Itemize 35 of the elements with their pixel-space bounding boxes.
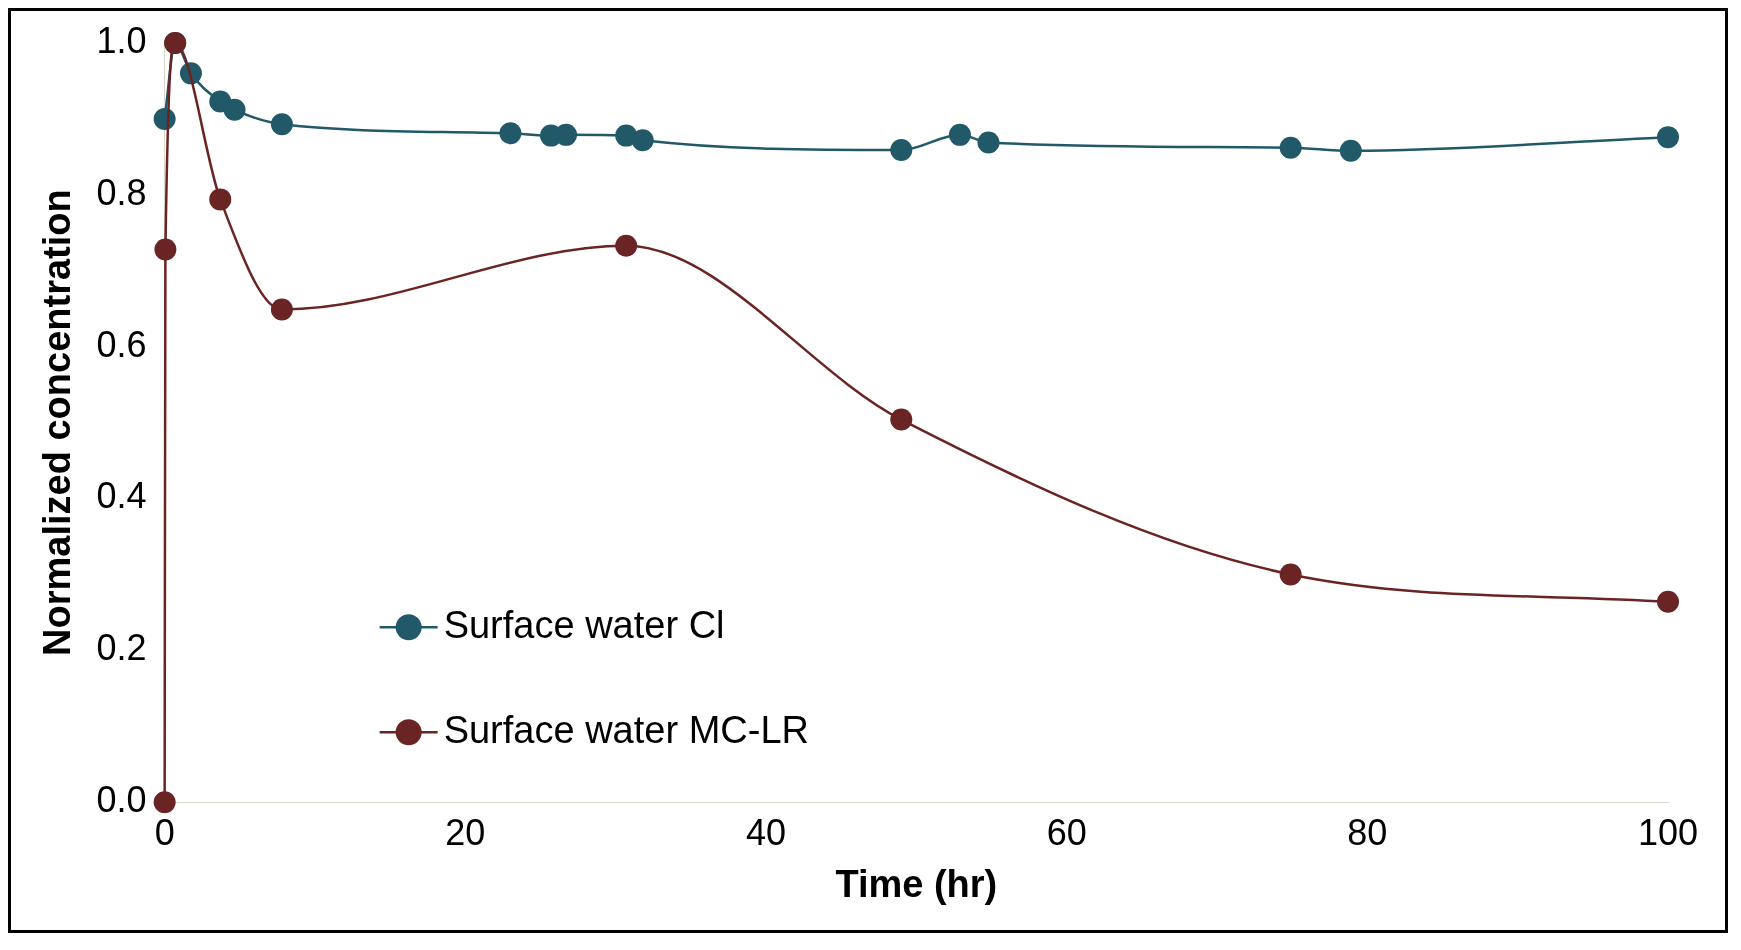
x-axis-title: Time (hr)	[835, 862, 998, 905]
x-tick-label: 0	[154, 811, 175, 853]
point	[631, 129, 654, 152]
point	[270, 113, 293, 136]
point	[223, 98, 246, 121]
point	[1279, 563, 1302, 586]
y-axis-title: Normalized concentration	[36, 189, 79, 656]
point	[615, 234, 638, 257]
point	[890, 408, 913, 431]
point	[499, 122, 522, 145]
point	[1657, 590, 1679, 613]
point	[555, 123, 578, 146]
y-tick-label: 0.6	[96, 323, 147, 365]
point	[890, 139, 913, 162]
point	[270, 298, 293, 321]
y-tick-label: 0.8	[96, 171, 147, 213]
x-tick-label: 20	[445, 811, 486, 853]
y-tick-label: 0.0	[96, 779, 147, 821]
legend-label: Surface water MC-LR	[443, 708, 809, 751]
legend-label: Surface water Cl	[443, 603, 725, 646]
point	[209, 188, 232, 211]
x-tick-label: 80	[1347, 811, 1388, 853]
x-tick-label: 60	[1046, 811, 1087, 853]
y-tick-label: 1.0	[96, 19, 147, 61]
x-tick-label: 40	[745, 811, 787, 853]
point	[977, 131, 1000, 154]
point	[153, 791, 176, 814]
y-tick-label: 0.2	[96, 627, 147, 669]
y-tick-label: 0.4	[96, 475, 147, 517]
point	[154, 238, 177, 261]
point	[948, 123, 971, 146]
x-tick-label: 100	[1637, 811, 1699, 853]
point	[1657, 126, 1679, 149]
point	[1339, 139, 1362, 162]
point	[1279, 136, 1302, 159]
